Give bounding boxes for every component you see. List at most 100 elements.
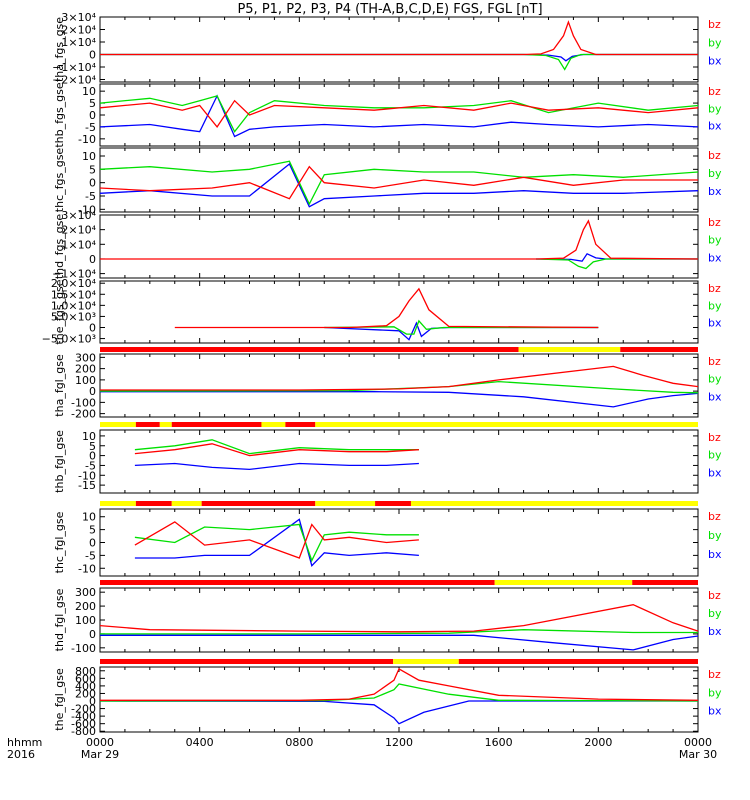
series-bz xyxy=(100,667,699,701)
x-tick-label: 1600 xyxy=(485,736,513,749)
y-tick-label: 300 xyxy=(75,351,96,364)
series-bx xyxy=(99,700,698,725)
y-tick-label: 0 xyxy=(89,695,96,708)
series-by xyxy=(99,683,699,702)
legend-bz: bz xyxy=(708,668,721,681)
flag-segment-red xyxy=(135,422,160,427)
y-tick-label: 0 xyxy=(89,628,96,641)
flag-segment-red xyxy=(285,422,316,427)
flag-bar-4 xyxy=(100,659,698,664)
date-label: Mar 29 xyxy=(81,748,119,761)
series-by xyxy=(99,160,699,206)
series-bz xyxy=(134,443,419,457)
flag-segment-red xyxy=(375,501,411,506)
legend-bx: bx xyxy=(708,625,722,638)
series-by xyxy=(100,629,698,635)
y-axis-label: tha_fgl_gse xyxy=(53,354,66,417)
series-bx xyxy=(100,53,698,62)
y-tick-label: -10 xyxy=(78,133,96,146)
y-tick-label: 5 xyxy=(89,440,96,453)
legend-by: by xyxy=(708,529,722,542)
flag-bar-0 xyxy=(100,347,698,352)
y-tick-label: 5 xyxy=(89,524,96,537)
legend-bx: bx xyxy=(708,55,722,68)
y-tick-label: -400 xyxy=(71,710,96,723)
legend-bx: bx xyxy=(708,548,722,561)
panel-the_fgs_gse: 2.0×10⁴1.5×10⁴1.0×10⁴5.0×10³0−5.0×10³the… xyxy=(42,277,722,345)
legend-bz: bz xyxy=(708,85,721,98)
y-axis-label: thd_fgl_gse xyxy=(53,588,66,651)
panel-frame xyxy=(99,353,699,418)
y-tick-label: 5 xyxy=(89,97,96,110)
y-tick-label: 1×10⁴ xyxy=(61,238,96,251)
series-by xyxy=(535,258,698,270)
y-tick-label: 2.0×10⁴ xyxy=(51,277,97,290)
y-tick-label: 0 xyxy=(89,537,96,550)
legend-bz: bz xyxy=(708,355,721,368)
flag-segment-red xyxy=(135,501,172,506)
flag-bar-3 xyxy=(100,580,698,585)
legend-bz: bz xyxy=(708,510,721,523)
y-tick-label: −1×10⁴ xyxy=(52,268,96,281)
legend-by: by xyxy=(708,36,722,49)
flag-segment-yellow xyxy=(315,422,698,427)
y-tick-label: 0 xyxy=(89,177,96,190)
panel-frame xyxy=(99,16,699,83)
series-bx xyxy=(100,391,699,408)
flag-bar-1 xyxy=(100,422,698,427)
y-axis-label: the_fgl_gse xyxy=(53,668,66,731)
legend-by: by xyxy=(708,299,722,312)
flag-segment-red xyxy=(171,422,262,427)
legend-bz: bz xyxy=(708,216,721,229)
y-tick-label: -200 xyxy=(71,408,96,421)
y-tick-label: 200 xyxy=(75,687,96,700)
series-by xyxy=(324,319,599,335)
legend-by: by xyxy=(708,167,722,180)
panel-frame xyxy=(99,429,699,494)
panel-frame xyxy=(99,147,699,213)
date-label: Mar 30 xyxy=(679,748,717,761)
panel-frame xyxy=(99,214,699,279)
flag-segment-yellow xyxy=(315,501,376,506)
y-tick-label: 800 xyxy=(75,665,96,678)
y-axis-label: the_fgs_gse xyxy=(53,279,66,344)
legend-by: by xyxy=(708,607,722,620)
legend-bx: bx xyxy=(708,705,722,718)
flag-segment-red xyxy=(100,580,495,585)
flag-segment-red xyxy=(632,580,698,585)
panel-frame xyxy=(99,280,699,344)
y-tick-label: -10 xyxy=(78,562,96,575)
y-axis-label: tha_fgs_gse xyxy=(53,17,66,82)
flag-segment-yellow xyxy=(261,422,286,427)
y-tick-label: -100 xyxy=(71,396,96,409)
y-tick-label: 10 xyxy=(82,430,96,443)
legend-bz: bz xyxy=(708,282,721,295)
y-tick-label: -200 xyxy=(71,703,96,716)
series-by xyxy=(100,53,698,71)
series-bz xyxy=(134,521,419,559)
flag-segment-yellow xyxy=(410,501,698,506)
legend-bz: bz xyxy=(708,589,721,602)
flag-segment-yellow xyxy=(100,422,136,427)
series-by xyxy=(99,380,699,394)
legend-bx: bx xyxy=(708,466,722,479)
y-tick-label: 5.0×10³ xyxy=(51,310,96,323)
corner-label: 2016 xyxy=(7,748,35,761)
legend-by: by xyxy=(708,102,722,115)
flag-segment-yellow xyxy=(100,501,136,506)
x-tick-label: 0000 xyxy=(684,736,712,749)
y-tick-label: -600 xyxy=(71,718,96,731)
y-axis-label: thc_fgl_gse xyxy=(53,511,66,573)
x-tick-label: 0800 xyxy=(285,736,313,749)
flag-segment-red xyxy=(100,659,394,664)
y-tick-label: 10 xyxy=(82,85,96,98)
series-bz xyxy=(99,604,699,633)
y-tick-label: 1.0×10⁴ xyxy=(51,299,97,312)
legend-bx: bx xyxy=(708,317,722,330)
